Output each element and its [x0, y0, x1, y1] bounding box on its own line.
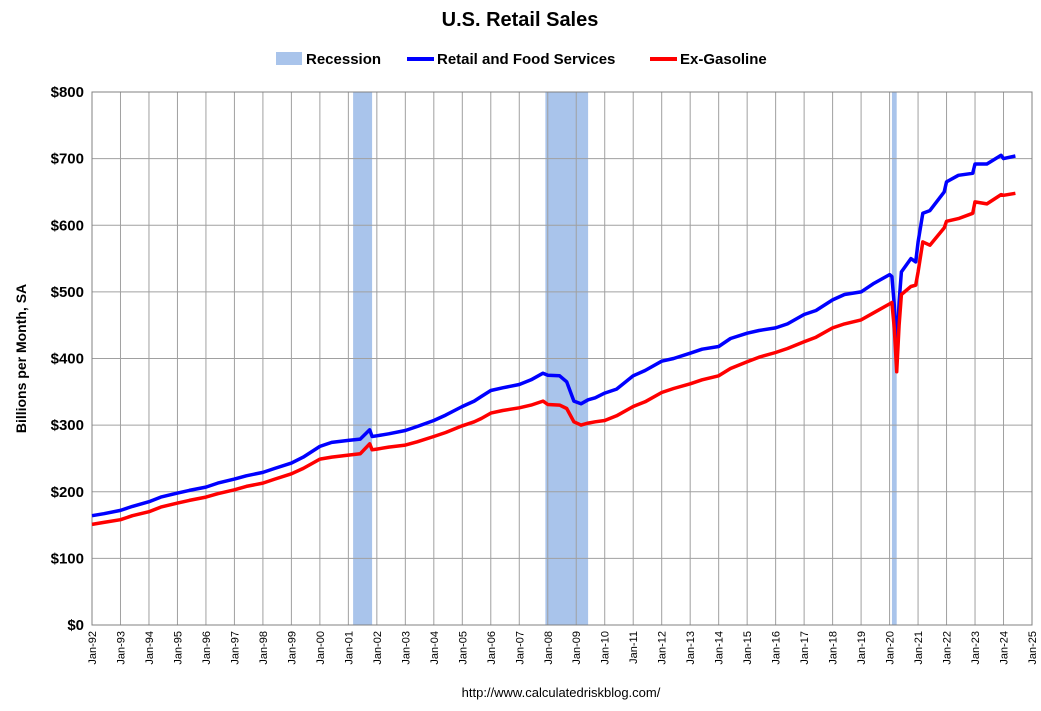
plot-border [91, 91, 1033, 626]
y-tick-label: $800 [51, 84, 84, 101]
x-tick-label: Jan-04 [429, 631, 441, 665]
y-tick-label: $400 [51, 351, 84, 368]
source-url: http://www.calculatedriskblog.com/ [462, 685, 661, 700]
plot-area [91, 91, 1033, 626]
x-tick-label: Jan-05 [457, 631, 469, 665]
legend-label: Ex-Gasoline [680, 51, 767, 68]
x-tick-label: Jan-00 [315, 631, 327, 665]
y-tick-label: $0 [67, 617, 84, 634]
x-tick-label: Jan-06 [486, 631, 498, 665]
x-tick-label: Jan-08 [543, 631, 555, 665]
x-tick-label: Jan-03 [400, 631, 412, 665]
x-tick-label: Jan-21 [913, 631, 925, 665]
y-tick-label: $300 [51, 417, 84, 434]
x-tick-label: Jan-96 [201, 631, 213, 665]
y-axis-ticks: $0 $100 $200 $300 $400 $500 $600 $700 $800 [51, 84, 84, 634]
series-lines [91, 153, 1016, 527]
series-line [91, 153, 1016, 518]
x-tick-label: Jan-99 [286, 631, 298, 665]
x-tick-label: Jan-09 [571, 631, 583, 665]
x-tick-label: Jan-92 [87, 631, 99, 665]
y-axis-label: Billions per Month, SA [13, 284, 29, 433]
legend-label: Retail and Food Services [437, 51, 615, 68]
y-tick-label: $500 [51, 284, 84, 301]
x-tick-label: Jan-93 [115, 631, 127, 665]
x-tick-label: Jan-17 [799, 631, 811, 665]
x-tick-label: Jan-07 [514, 631, 526, 665]
chart-title: U.S. Retail Sales [442, 9, 599, 31]
x-tick-label: Jan-94 [144, 631, 156, 665]
x-tick-label: Jan-97 [229, 631, 241, 665]
x-tick-label: Jan-02 [372, 631, 384, 665]
y-tick-label: $100 [51, 550, 84, 567]
x-tick-label: Jan-22 [942, 631, 954, 665]
x-axis-ticks: Jan-92 Jan-93 Jan-94 Jan-95 Jan-96 Jan-97 Jan-… [87, 631, 1039, 665]
x-tick-label: Jan-19 [856, 631, 868, 665]
x-tick-label: Jan-23 [970, 631, 982, 665]
y-tick-label: $600 [51, 217, 84, 234]
x-tick-label: Jan-24 [999, 631, 1011, 665]
x-tick-label: Jan-16 [771, 631, 783, 665]
series-line [91, 191, 1016, 527]
y-tick-label: $200 [51, 484, 84, 501]
x-tick-label: Jan-15 [742, 631, 754, 665]
x-tick-label: Jan-14 [714, 631, 726, 665]
x-tick-label: Jan-95 [172, 631, 184, 665]
legend-label: Recession [306, 51, 381, 68]
legend: Recession Retail and Food Services Ex-Gaso… [276, 51, 767, 68]
legend-swatch-recession [276, 52, 302, 65]
x-tick-label: Jan-12 [657, 631, 669, 665]
x-tick-label: Jan-10 [600, 631, 612, 665]
x-tick-label: Jan-01 [343, 631, 355, 665]
x-tick-label: Jan-13 [685, 631, 697, 665]
x-tick-label: Jan-11 [628, 631, 640, 664]
x-tick-label: Jan-18 [828, 631, 840, 665]
x-tick-label: Jan-98 [258, 631, 270, 665]
x-tick-label: Jan-20 [885, 631, 897, 665]
x-tick-label: Jan-25 [1027, 631, 1039, 665]
y-tick-label: $700 [51, 151, 84, 168]
